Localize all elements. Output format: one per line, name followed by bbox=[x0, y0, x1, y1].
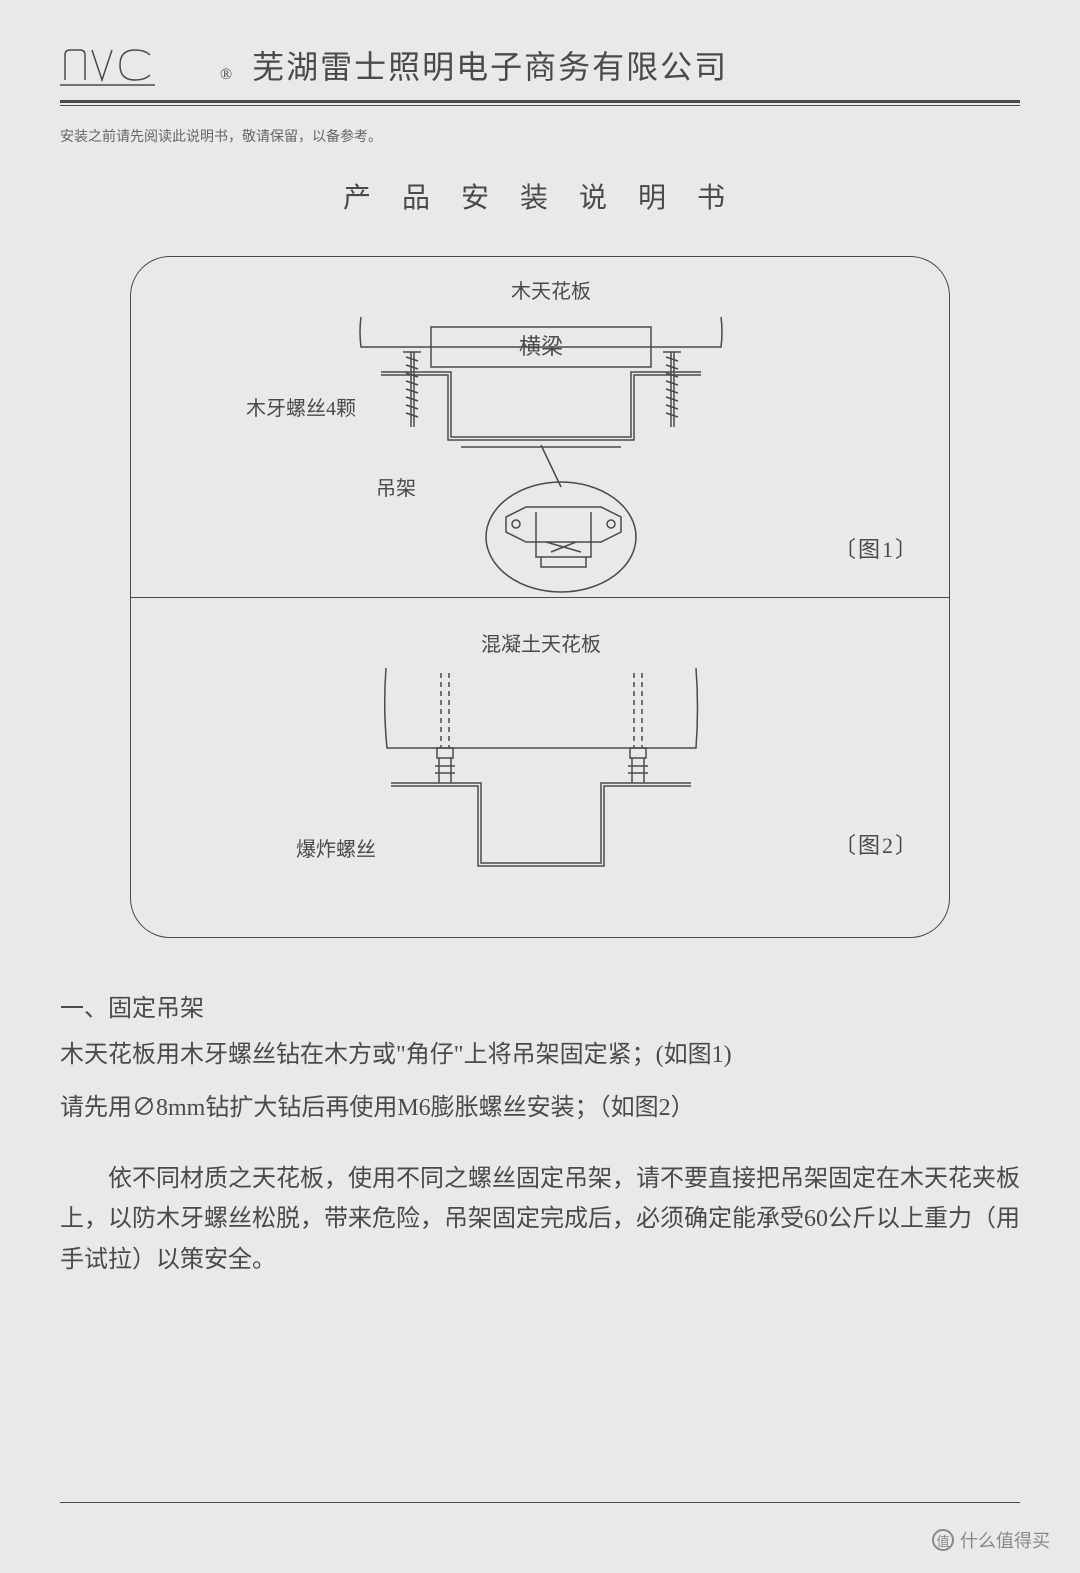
label-beam: 横梁 bbox=[519, 329, 563, 361]
footer-divider bbox=[60, 1502, 1020, 1503]
watermark-text: 什么值得买 bbox=[960, 1527, 1050, 1553]
watermark-icon: 值 bbox=[932, 1529, 954, 1551]
header: ® 芜湖雷士照明电子商务有限公司 bbox=[60, 40, 1020, 90]
figure-1-tag: 〔图1〕 bbox=[834, 532, 919, 564]
section-heading: 一、固定吊架 bbox=[60, 988, 1020, 1023]
header-divider bbox=[60, 100, 1020, 106]
label-wood-screws: 木牙螺丝4颗 bbox=[246, 392, 356, 421]
instruction-paragraph: 依不同材质之天花板，使用不同之螺丝固定吊架，请不要直接把吊架固定在木天花夹板上，… bbox=[60, 1159, 1020, 1281]
figure-1-svg bbox=[131, 257, 950, 597]
instruction-line-2: 请先用∅8mm钻扩大钻后再使用M6膨胀螺丝安装；（如图2） bbox=[60, 1088, 1020, 1129]
diagram-panel-1: 木天花板 bbox=[131, 257, 949, 597]
logo-icon bbox=[60, 40, 200, 90]
registered-mark: ® bbox=[220, 66, 232, 84]
instruction-line-1: 木天花板用木牙螺丝钻在木方或"角仔"上将吊架固定紧；(如图1) bbox=[60, 1035, 1020, 1076]
company-name: 芜湖雷士照明电子商务有限公司 bbox=[252, 42, 728, 88]
diagram-container: 木天花板 bbox=[130, 256, 950, 938]
watermark: 值 什么值得买 bbox=[932, 1527, 1050, 1553]
label-hanger: 吊架 bbox=[376, 472, 416, 501]
document-title: 产 品 安 装 说 明 书 bbox=[60, 176, 1020, 216]
figure-2-svg bbox=[131, 598, 950, 938]
diagram-panel-2: 混凝土天花板 爆炸螺丝 〔图2〕 bbox=[131, 597, 949, 937]
figure-2-tag: 〔图2〕 bbox=[834, 828, 919, 860]
pre-read-note: 安装之前请先阅读此说明书，敬请保留，以备参考。 bbox=[60, 126, 1020, 146]
label-expansion-bolt: 爆炸螺丝 bbox=[296, 833, 376, 862]
